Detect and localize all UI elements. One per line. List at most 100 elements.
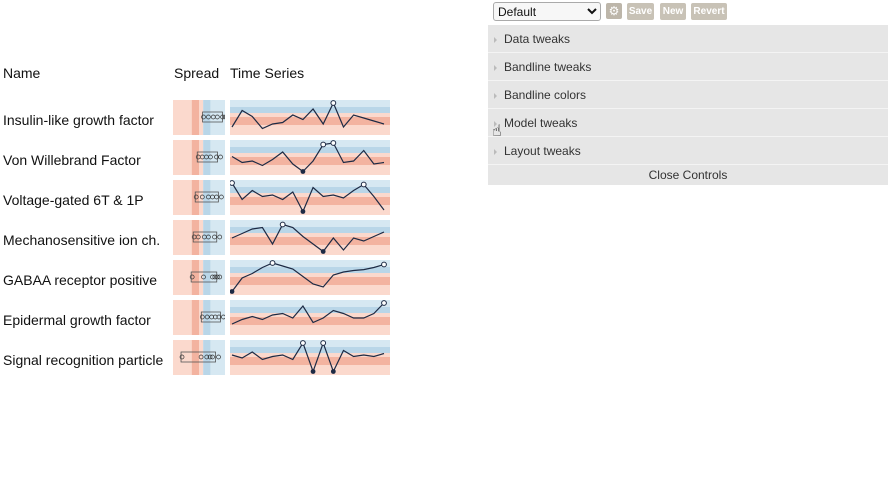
- timeseries-plot: [230, 100, 390, 135]
- folder-item[interactable]: Bandline tweaks: [488, 53, 888, 81]
- spread-point: [207, 354, 213, 360]
- hand-cursor-icon: ☝: [492, 121, 502, 140]
- caret-right-icon: [494, 65, 497, 71]
- spread-point: [212, 234, 217, 240]
- spread-point: [204, 354, 210, 360]
- spread-box: [202, 111, 223, 123]
- spread-point: [217, 234, 223, 240]
- spread-plot: [173, 340, 225, 375]
- header-name: Name: [3, 65, 41, 81]
- header-spread: Spread: [174, 65, 220, 81]
- spread-plot: [173, 220, 225, 255]
- series-line: [231, 302, 385, 325]
- spread-plot: [173, 260, 225, 295]
- row-name: Von Willebrand Factor: [3, 152, 141, 168]
- gear-icon[interactable]: ⚙: [606, 3, 622, 19]
- timeseries-plot: [230, 300, 390, 335]
- spread-point: [216, 314, 222, 320]
- row-name: Voltage-gated 6T & 1P: [3, 192, 144, 208]
- series-line: [231, 142, 385, 173]
- series-line: [231, 101, 385, 130]
- preset-select[interactable]: Default: [493, 2, 601, 21]
- revert-button[interactable]: Revert: [691, 3, 727, 20]
- spread-point: [221, 314, 225, 320]
- spread-point: [212, 274, 218, 280]
- spread-point: [214, 274, 220, 280]
- spread-point: [219, 194, 224, 200]
- spread-box: [180, 351, 216, 363]
- folder-item[interactable]: Data tweaks: [488, 25, 888, 53]
- outlier-low-point: [300, 169, 306, 174]
- outlier-high-point: [230, 180, 235, 186]
- spread-box: [196, 151, 218, 163]
- spread-point: [198, 354, 204, 360]
- spread-point: [220, 114, 225, 120]
- spread-box: [200, 311, 221, 323]
- spread-point: [214, 114, 220, 120]
- timeseries-plot: [230, 140, 390, 175]
- caret-right-icon: [494, 93, 497, 99]
- outlier-low-point: [320, 249, 326, 254]
- folder-label: Bandline tweaks: [504, 60, 592, 74]
- outlier-high-point: [360, 181, 367, 188]
- controls-toolbar: Default ⚙ Save New Revert: [488, 0, 888, 25]
- spread-point: [193, 194, 199, 200]
- series-line: [231, 341, 385, 374]
- outlier-high-point: [381, 300, 387, 306]
- spread-point: [179, 354, 185, 360]
- row-name: Insulin-like growth factor: [3, 112, 154, 128]
- outlier-high-point: [269, 260, 276, 266]
- outlier-low-point: [300, 209, 306, 214]
- row-name: Mechanosensitive ion ch.: [3, 232, 161, 248]
- spread-point: [210, 274, 215, 280]
- spread-point: [223, 114, 225, 120]
- row-name: Epidermal growth factor: [3, 312, 151, 328]
- spread-plot: [173, 140, 225, 175]
- controls-panel: Default ⚙ Save New Revert Data tweaks Ban…: [488, 0, 888, 185]
- spread-point: [206, 114, 211, 120]
- outlier-low-point: [310, 369, 316, 374]
- timeseries-plot: [230, 340, 390, 375]
- series-line: [231, 223, 385, 253]
- spread-plot: [173, 300, 225, 335]
- spread-point: [208, 154, 213, 160]
- caret-right-icon: [494, 37, 497, 43]
- outlier-high-point: [330, 140, 337, 146]
- spread-point: [216, 354, 221, 360]
- outlier-low-point: [330, 369, 336, 374]
- outlier-low-point: [230, 289, 235, 294]
- spread-point: [204, 314, 210, 320]
- timeseries-plot: [230, 220, 390, 255]
- spread-point: [199, 194, 205, 200]
- spread-point: [214, 194, 219, 200]
- spread-point: [201, 274, 206, 280]
- timeseries-plot: [230, 260, 390, 295]
- spread-point: [195, 234, 201, 240]
- spread-point: [206, 234, 211, 240]
- caret-right-icon: [494, 121, 497, 127]
- spread-point: [199, 314, 205, 320]
- close-controls-button[interactable]: Close Controls: [488, 165, 888, 185]
- spread-point: [201, 114, 206, 120]
- spread-plot: [173, 100, 225, 135]
- outlier-high-point: [300, 340, 306, 346]
- spread-point: [218, 154, 223, 160]
- spread-point: [210, 354, 215, 360]
- folder-label: Data tweaks: [504, 32, 571, 46]
- folder-item[interactable]: Layout tweaks: [488, 137, 888, 165]
- folder-item[interactable]: Model tweaks: [488, 109, 888, 137]
- outlier-high-point: [279, 221, 286, 228]
- series-line: [231, 262, 385, 292]
- new-button[interactable]: New: [660, 3, 686, 20]
- caret-right-icon: [494, 149, 497, 155]
- spread-point: [189, 274, 195, 280]
- series-line: [231, 182, 385, 213]
- header-timeseries: Time Series: [230, 65, 305, 81]
- folder-item[interactable]: Bandline colors: [488, 81, 888, 109]
- timeseries-plot: [230, 180, 390, 215]
- save-button[interactable]: Save: [627, 3, 654, 20]
- outlier-high-point: [330, 100, 337, 106]
- outlier-high-point: [320, 141, 327, 148]
- row-name: Signal recognition particle: [3, 352, 164, 368]
- folder-label: Model tweaks: [504, 116, 578, 130]
